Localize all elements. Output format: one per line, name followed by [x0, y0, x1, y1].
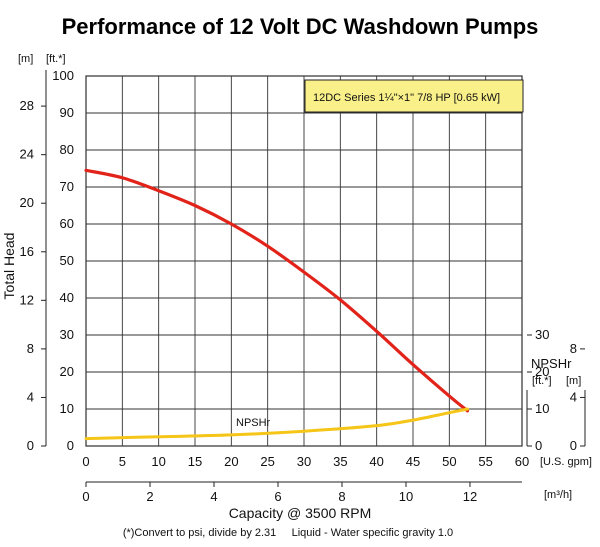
x-tick-m3h-label: 12	[463, 489, 477, 504]
x-axis-title: Capacity @ 3500 RPM	[229, 505, 372, 521]
x-tick-gpm-label: 0	[82, 454, 89, 469]
x-tick-gpm-label: 35	[333, 454, 347, 469]
x-ticks-gpm: 0 5 10 15 20 25 30 35 40 45 50 55 60	[82, 454, 529, 469]
x-tick-gpm-label: 30	[297, 454, 311, 469]
y-tick-m-label: 0	[27, 438, 34, 453]
footnote: (*)Convert to psi, divide by 2.31 Liquid…	[123, 527, 453, 539]
npshr-label: NPSHr	[236, 417, 271, 429]
y-tick-ft-label: 40	[60, 290, 74, 305]
y-tick-ft-label: 100	[52, 68, 74, 83]
y-ticks-ft: 0 10 20 30 40 50 60 70 80 90 100	[52, 68, 74, 453]
y-tick-m-label: 12	[20, 292, 34, 307]
y-tick-m-label: 28	[20, 98, 34, 113]
x-tick-m3h-label: 10	[399, 489, 413, 504]
y-tick-m-label: 16	[20, 244, 34, 259]
x-tick-m3h-label: 0	[82, 489, 89, 504]
x-tick-gpm-label: 60	[515, 454, 529, 469]
x-tick-gpm-label: 15	[188, 454, 202, 469]
npsh-tick-ft-label: 30	[535, 327, 549, 342]
npsh-tick-ft-label: 20	[535, 364, 549, 379]
x-tick-gpm-label: 20	[224, 454, 238, 469]
x-tick-gpm-label: 5	[119, 454, 126, 469]
y-tick-m-label: 8	[27, 341, 34, 356]
npsh-axis-title: NPSHr	[531, 356, 572, 371]
y-axis-title: Total Head	[1, 233, 17, 300]
npsh-tick-m-label: 4	[570, 389, 577, 404]
annotation-box	[304, 79, 524, 113]
npsh-tick-m-label: 8	[570, 341, 577, 356]
npsh-unit-m: [m]	[566, 375, 581, 387]
head-curve	[84, 168, 470, 413]
x-tick-m3h-label: 6	[274, 489, 281, 504]
x-tick-gpm-label: 10	[151, 454, 165, 469]
x-ticks-m3h: 0 2 4 6 8 10 12	[82, 481, 522, 504]
y-tick-ft-label: 80	[60, 142, 74, 157]
x-unit-m3h: [m³/h]	[544, 489, 572, 501]
y-tick-ft-label: 0	[67, 438, 74, 453]
y-tick-m-label: 4	[27, 389, 34, 404]
y-ticks-m: 0 4 8 12 16 20 24 28	[20, 70, 47, 453]
y-tick-ft-label: 30	[60, 327, 74, 342]
grid	[85, 75, 523, 447]
y-tick-ft-label: 70	[60, 179, 74, 194]
annotation-text: 12DC Series 1¼"×1" 7/8 HP [0.65 kW]	[313, 92, 500, 104]
x-tick-gpm-label: 50	[442, 454, 456, 469]
x-tick-gpm-label: 25	[260, 454, 274, 469]
x-tick-m3h-label: 2	[146, 489, 153, 504]
y-unit-ft: [ft.*]	[46, 53, 66, 65]
npsh-ticks: 0 10 20 30 0 4 8	[526, 327, 586, 453]
npsh-tick-ft-label: 0	[535, 438, 542, 453]
x-unit-gpm: [U.S. gpm]	[540, 456, 592, 468]
x-tick-gpm-label: 55	[478, 454, 492, 469]
npsh-unit-ft: [ft.*]	[532, 375, 552, 387]
y-tick-ft-label: 10	[60, 401, 74, 416]
npsh-tick-ft-label: 10	[535, 401, 549, 416]
chart-title: Performance of 12 Volt DC Washdown Pumps	[62, 14, 539, 39]
npsh-tick-m-label: 0	[570, 438, 577, 453]
x-tick-gpm-label: 40	[369, 454, 383, 469]
y-unit-m: [m]	[18, 53, 33, 65]
y-tick-m-label: 24	[20, 147, 34, 162]
x-tick-gpm-label: 45	[406, 454, 420, 469]
series-group	[84, 168, 470, 441]
y-tick-ft-label: 50	[60, 253, 74, 268]
y-tick-m-label: 20	[20, 195, 34, 210]
y-tick-ft-label: 20	[60, 364, 74, 379]
npshr-curve	[84, 407, 469, 441]
x-tick-m3h-label: 8	[338, 489, 345, 504]
y-tick-ft-label: 60	[60, 216, 74, 231]
y-tick-ft-label: 90	[60, 105, 74, 120]
x-tick-m3h-label: 4	[210, 489, 217, 504]
